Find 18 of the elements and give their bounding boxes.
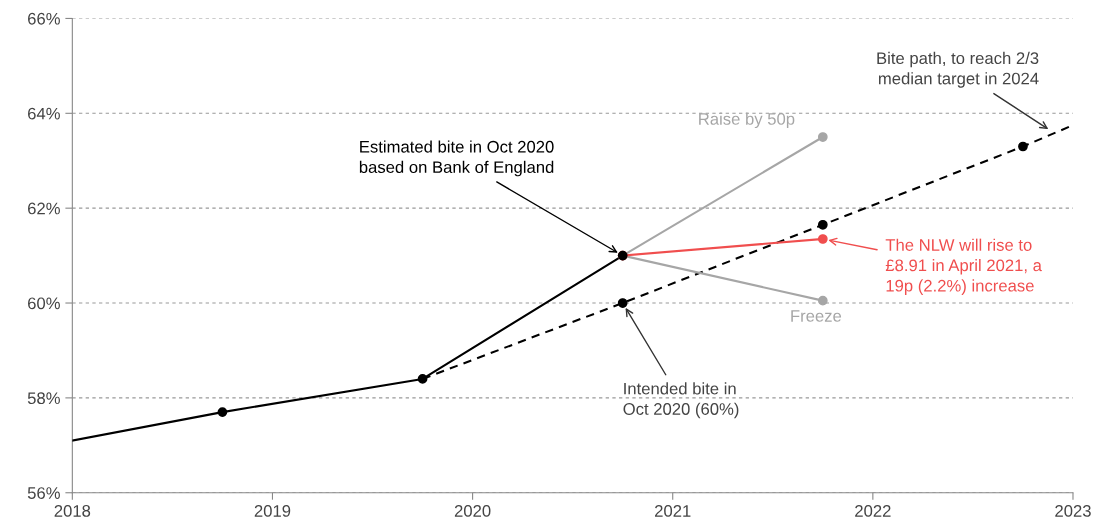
annotation: Bite path, to reach 2/3 median target in 2024 <box>877 51 1039 88</box>
x-tick-label: 2021 <box>655 504 691 517</box>
y-tick-label: 60% <box>28 297 60 310</box>
x-tick-label: 2020 <box>454 504 491 517</box>
annotation: The NLW will rise to £8.91 in April 2021, a 19p (2.2%) increase <box>885 238 1042 295</box>
x-tick-label: 2019 <box>254 504 291 517</box>
y-tick-label: 58% <box>27 392 60 405</box>
x-tick-label: 2022 <box>855 504 891 517</box>
y-tick-label: 56% <box>27 487 60 499</box>
x-tick-label: 2018 <box>54 504 91 517</box>
annotation: Estimated bite in Oct 2020 based on Bank of England <box>359 140 554 177</box>
y-tick-label: 64% <box>28 107 60 120</box>
series-label: Raise by 50p <box>699 112 795 129</box>
y-tick-label: 62% <box>28 202 60 215</box>
y-tick-label: 66% <box>28 12 60 25</box>
series-label: Freeze <box>791 310 842 322</box>
annotation: Intended bite in Oct 2020 (60%) <box>623 382 739 419</box>
x-tick-label: 2023 <box>1055 504 1091 517</box>
